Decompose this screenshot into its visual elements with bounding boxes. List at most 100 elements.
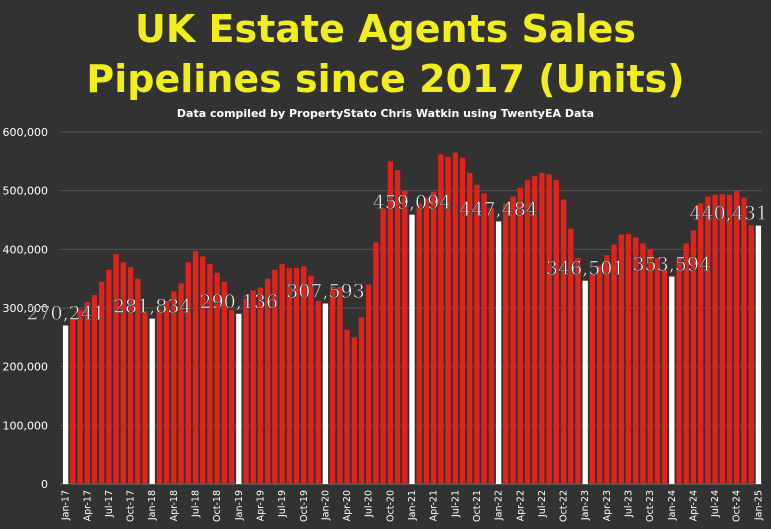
bar xyxy=(394,170,401,484)
bar xyxy=(719,194,725,484)
x-tick-label: Jan-18 xyxy=(147,490,158,521)
chart-subtitle: Data compiled by PropertyStato Chris Wat… xyxy=(176,107,595,120)
bar xyxy=(373,242,379,484)
bar xyxy=(308,275,314,484)
x-tick-label: Apr-21 xyxy=(429,490,440,521)
bar xyxy=(647,249,653,484)
y-tick-label: 300,000 xyxy=(3,302,49,315)
bar xyxy=(315,300,321,484)
bar-january xyxy=(669,276,675,484)
bar xyxy=(120,262,127,484)
y-axis-ticks: 0 100,000 200,000 300,000 400,000 500,000 600,… xyxy=(3,126,49,491)
bar xyxy=(156,309,163,484)
x-tick-label: Jan-22 xyxy=(494,490,505,521)
data-label: 459,094 xyxy=(373,192,452,214)
x-tick-label: Oct-20 xyxy=(385,490,396,522)
bars xyxy=(62,152,762,485)
bar xyxy=(510,196,516,484)
x-tick-label: Oct-21 xyxy=(472,490,483,522)
bar xyxy=(142,310,148,484)
y-tick-label: 100,000 xyxy=(3,419,49,432)
data-label: 440,431 xyxy=(689,203,768,225)
bar-january xyxy=(495,221,502,485)
x-tick-label: Jul-21 xyxy=(450,490,461,518)
x-tick-label: Oct-22 xyxy=(559,490,570,522)
bar xyxy=(575,258,581,484)
bar xyxy=(329,286,336,484)
bar xyxy=(416,203,422,484)
bar xyxy=(690,230,697,484)
bar xyxy=(683,243,689,484)
x-tick-label: Apr-17 xyxy=(82,490,93,521)
x-tick-label: Jan-21 xyxy=(407,490,418,521)
bar xyxy=(532,176,538,484)
bar xyxy=(163,300,170,484)
x-tick-label: Jan-24 xyxy=(667,490,678,521)
data-label: 447,484 xyxy=(459,198,538,220)
bar xyxy=(135,278,141,484)
bar xyxy=(712,194,718,484)
bar xyxy=(474,184,480,485)
x-tick-label: Apr-18 xyxy=(169,490,180,521)
bar xyxy=(127,266,134,484)
bar xyxy=(676,258,682,484)
bar xyxy=(380,208,386,484)
x-tick-label: Jul-23 xyxy=(623,490,634,518)
bar xyxy=(337,286,343,484)
bar xyxy=(423,197,430,484)
x-tick-label: Jan-19 xyxy=(234,490,245,521)
x-tick-label: Jan-23 xyxy=(580,490,591,521)
bar xyxy=(553,180,559,485)
bar xyxy=(207,264,213,484)
x-tick-label: Oct-17 xyxy=(126,490,137,522)
bar xyxy=(106,269,112,484)
x-tick-label: Oct-19 xyxy=(299,490,310,522)
bar xyxy=(560,199,567,484)
bar xyxy=(741,197,747,484)
data-label: 353,594 xyxy=(633,254,712,276)
bar-january xyxy=(62,325,69,484)
bar xyxy=(250,290,256,484)
x-tick-label: Jan-17 xyxy=(61,490,72,521)
bar-january xyxy=(236,313,242,484)
bar xyxy=(286,268,292,484)
x-tick-label: Jan-25 xyxy=(753,490,764,521)
x-tick-label: Oct-18 xyxy=(212,490,223,522)
x-tick-label: Jul-24 xyxy=(710,490,721,518)
bar xyxy=(366,284,372,484)
bar xyxy=(91,295,98,484)
data-label: 270,241 xyxy=(26,302,105,324)
x-tick-label: Oct-24 xyxy=(732,490,743,522)
x-tick-label: Oct-23 xyxy=(645,490,656,522)
bar xyxy=(387,161,394,484)
bar xyxy=(351,337,357,484)
bar xyxy=(503,203,509,484)
bar xyxy=(228,309,235,484)
bar xyxy=(430,191,437,484)
bar xyxy=(402,190,408,485)
bar xyxy=(524,180,531,485)
bar xyxy=(661,269,668,484)
bar-january xyxy=(149,318,155,484)
bar xyxy=(611,244,617,484)
data-label: 346,501 xyxy=(546,258,625,280)
bar xyxy=(589,273,596,484)
x-tick-label: Apr-23 xyxy=(602,490,613,521)
y-tick-label: 600,000 xyxy=(3,126,49,139)
data-label: 281,834 xyxy=(113,296,192,318)
bar xyxy=(625,234,632,484)
bar xyxy=(113,254,119,484)
x-tick-label: Jul-17 xyxy=(104,490,115,518)
bar xyxy=(243,298,249,484)
bar xyxy=(546,174,552,485)
bar xyxy=(734,190,740,485)
y-tick-label: 500,000 xyxy=(3,185,49,198)
x-tick-label: Apr-22 xyxy=(515,490,526,521)
x-tick-label: Jul-20 xyxy=(364,490,375,518)
bar xyxy=(568,228,574,484)
data-labels: 270,241 281,834 290,136 307,593 459,094 447,4… xyxy=(26,191,768,324)
bar xyxy=(77,309,83,484)
x-tick-label: Jul-22 xyxy=(537,490,548,518)
bar xyxy=(697,203,704,484)
data-label: 290,136 xyxy=(200,291,279,313)
